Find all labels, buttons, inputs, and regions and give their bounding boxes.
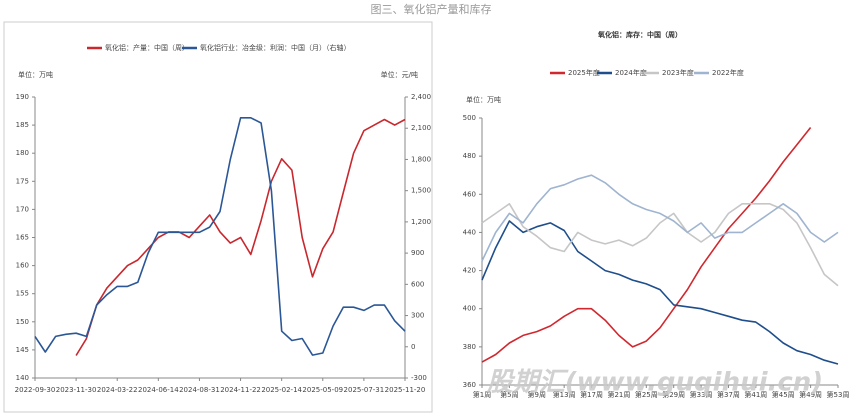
x-tick-label: 第9周 [528,390,546,399]
y2-tick-label: 2,100 [411,124,431,132]
x-tick-label: 2024-06-14 [138,386,179,394]
y2-tick-label: 300 [411,312,424,320]
y-tick-label: 420 [463,267,476,275]
y-tick-label: 400 [463,305,476,313]
y2-tick-label: 2,400 [411,93,431,101]
x-tick-label: 第21周 [607,390,630,399]
x-tick-label: 2024-11-22 [220,386,261,394]
series-line [481,127,812,363]
legend-label: 2024年度 [615,68,647,77]
x-tick-label: 第33周 [690,390,713,399]
x-tick-label: 第49周 [799,390,822,399]
y-tick-label: 140 [16,374,29,382]
x-tick-label: 2025-05-09 [302,386,343,394]
y-tick-label: 185 [16,121,29,129]
page-title: 图三、氧化铝产量和库存 [371,2,492,16]
x-tick-label: 第25周 [635,390,658,399]
y2-tick-label: 1,200 [411,218,431,226]
y-axis-label: 单位：万吨 [18,70,53,79]
series-line [34,117,406,356]
y-axis-label: 单位：万吨 [466,95,501,104]
x-tick-label: 第13周 [553,390,576,399]
y-tick-label: 160 [16,262,29,270]
watermark: 股期汇(www.guqihui.cn) [486,368,823,398]
legend-label: 2023年度 [662,68,694,77]
x-tick-label: 2024-03-22 [97,386,138,394]
y2-tick-label: 1,500 [411,187,431,195]
chart-title: 氧化铝：库存：中国（周） [597,30,682,39]
x-tick-label: 第5周 [500,390,518,399]
x-tick-label: 第41周 [744,390,767,399]
x-tick-label: 第53周 [827,390,850,399]
y2-axis-label: 单位：元/吨 [381,70,418,79]
y-tick-label: 170 [16,205,29,213]
x-tick-label: 第45周 [772,390,795,399]
y-tick-label: 145 [16,346,29,354]
x-tick-label: 2025-11-20 [385,386,426,394]
x-tick-label: 第37周 [717,390,740,399]
x-tick-label: 2025-07-31 [344,386,385,394]
x-tick-label: 2025-02-14 [261,386,302,394]
y-tick-label: 380 [463,343,476,351]
panel-border [3,21,433,413]
y-tick-label: 165 [16,234,29,242]
y-tick-label: 480 [463,152,476,160]
y-tick-label: 155 [16,290,29,298]
x-tick-label: 第1周 [473,390,491,399]
y-tick-label: 180 [16,149,29,157]
x-tick-label: 2022-09-30 [15,386,56,394]
series-line [481,203,839,287]
x-tick-label: 2023-11-30 [56,386,97,394]
y-tick-label: 360 [463,381,476,389]
y2-tick-label: -300 [411,374,427,382]
x-tick-label: 第29周 [662,390,685,399]
legend-label: 2022年度 [712,68,744,77]
legend-label: 氧化铝：产量：中国（周） [105,43,189,52]
y2-tick-label: 900 [411,249,424,257]
legend-label: 2025年度 [568,68,600,77]
y2-tick-label: 1,800 [411,155,431,163]
legend-label: 氧化铝行业：冶金级：利润：中国（月）（右轴） [200,43,351,52]
y-tick-label: 190 [16,93,29,101]
y-tick-label: 150 [16,318,29,326]
series-line [75,118,406,356]
series-line [481,174,839,262]
x-tick-label: 2024-08-31 [179,386,220,394]
x-tick-label: 第17周 [580,390,603,399]
series-line [481,220,839,365]
y-tick-label: 500 [463,114,476,122]
y-tick-label: 460 [463,190,476,198]
y-tick-label: 440 [463,228,476,236]
y2-tick-label: 0 [411,343,415,351]
y2-tick-label: 600 [411,280,424,288]
y-tick-label: 175 [16,177,29,185]
